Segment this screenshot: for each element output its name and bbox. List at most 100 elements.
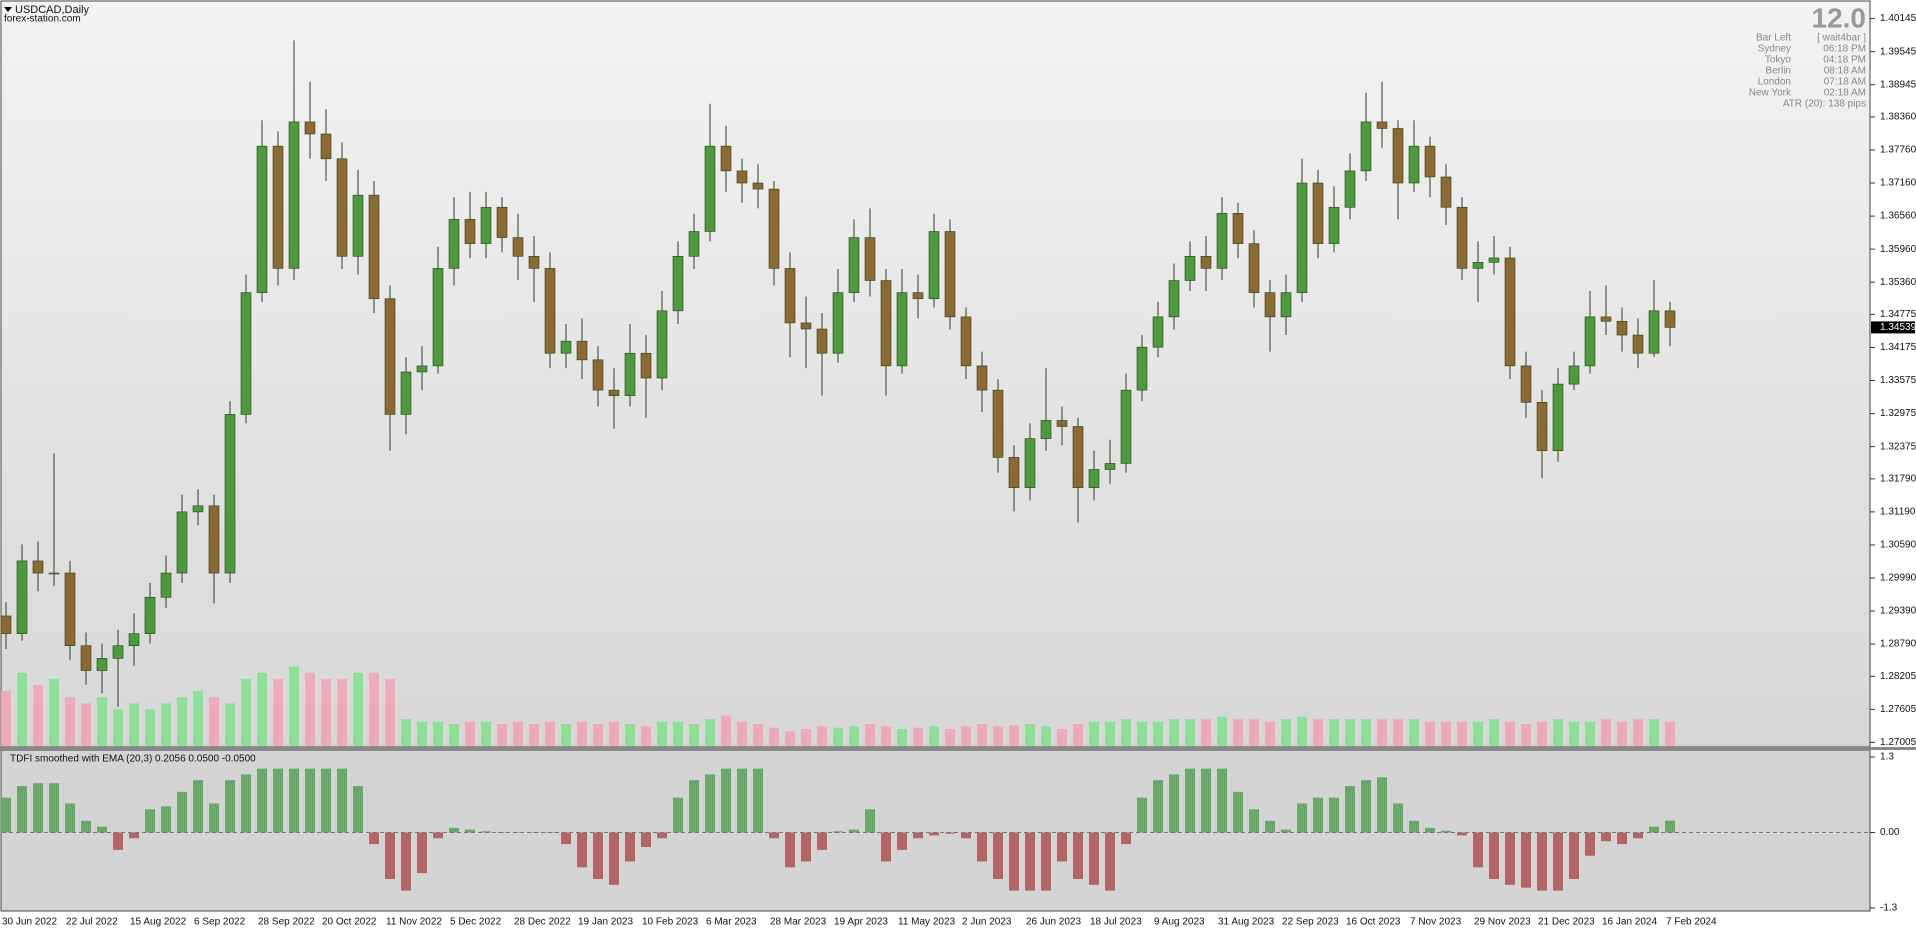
volume-bar <box>1217 716 1227 746</box>
volume-bar <box>33 685 43 746</box>
volume-bar <box>1329 719 1339 746</box>
volume-bar <box>1057 728 1067 746</box>
indicator-bar <box>1393 803 1403 833</box>
volume-bar <box>1393 719 1403 746</box>
volume-bar <box>1185 719 1195 746</box>
volume-bar <box>1585 721 1595 746</box>
y-tick-label: 1.30590 <box>1880 540 1916 551</box>
candle-body <box>896 292 908 367</box>
info-value: 02:18 AM <box>1824 88 1866 99</box>
candle-body <box>1552 383 1564 452</box>
volume-bar <box>977 724 987 746</box>
indicator-bar <box>673 797 683 833</box>
volume-bar <box>1041 726 1051 746</box>
indicator-bar <box>321 768 331 833</box>
indicator-bar <box>1281 829 1291 833</box>
indicator-bar <box>945 832 955 834</box>
candle-body <box>1120 389 1132 464</box>
x-tick-label: 15 Aug 2022 <box>130 917 187 928</box>
indicator-bar <box>353 786 363 833</box>
volume-bar <box>865 724 875 746</box>
candle-body <box>1312 182 1324 244</box>
volume-bar <box>1441 721 1451 746</box>
candle-body <box>992 389 1004 458</box>
x-tick-label: 6 Sep 2022 <box>194 917 246 928</box>
indicator-bar <box>257 768 267 833</box>
x-tick-label: 5 Dec 2022 <box>450 917 502 928</box>
info-panel: 12.0 Bar Left [ wait4bar ] Sydney 06:18 … <box>1749 2 1866 109</box>
volume-bar <box>833 727 843 746</box>
indicator-bar <box>705 774 715 833</box>
volume-bar <box>65 697 75 746</box>
candle-body <box>864 237 876 281</box>
volume-bar <box>497 724 507 746</box>
candle-body <box>1360 121 1372 172</box>
y-tick-label: 1.31190 <box>1880 507 1916 518</box>
y-tick-label: 1.32975 <box>1880 408 1916 419</box>
volume-bar <box>1601 719 1611 746</box>
indicator-bar <box>1601 832 1611 842</box>
indicator-bar <box>177 791 187 833</box>
volume-bar <box>689 724 699 746</box>
candle-body <box>1264 292 1276 318</box>
indicator-bar <box>1633 832 1643 839</box>
candle-body <box>208 505 220 574</box>
y-tick-label: 1.28790 <box>1880 639 1916 650</box>
volume-bar <box>785 731 795 746</box>
indicator-bar <box>1345 786 1355 833</box>
menu-arrow[interactable] <box>4 7 12 12</box>
info-label: Tokyo <box>1765 55 1792 66</box>
x-tick-label: 21 Dec 2023 <box>1538 917 1595 928</box>
volume-bar <box>1201 719 1211 746</box>
candle-body <box>128 633 140 647</box>
indicator-bar <box>1217 768 1227 833</box>
candle-body <box>576 340 588 361</box>
price-panel <box>0 0 1871 748</box>
candle-body <box>960 316 972 367</box>
candle-body <box>240 292 252 415</box>
volume-bar <box>1121 719 1131 746</box>
candle-body <box>1520 365 1532 403</box>
volume-bar <box>49 678 59 746</box>
candle-body <box>224 414 236 574</box>
volume-bar <box>273 678 283 746</box>
indicator-bar <box>1297 803 1307 833</box>
volume-bar <box>1105 721 1115 746</box>
candle-body <box>752 182 764 190</box>
indicator-bar <box>417 832 427 874</box>
volume-bar <box>465 721 475 746</box>
indicator-bar <box>1265 820 1275 833</box>
volume-bar <box>513 721 523 746</box>
y-tick-label: 1.37760 <box>1880 145 1916 156</box>
x-tick-label: 29 Nov 2023 <box>1474 917 1531 928</box>
candle-body <box>640 352 652 379</box>
candle-body <box>1248 243 1260 293</box>
y-tick-label: 1.31790 <box>1880 473 1916 484</box>
candle-body <box>880 280 892 367</box>
candle-body <box>832 292 844 354</box>
candle-body <box>1328 206 1340 244</box>
indicator-bar <box>1617 832 1627 845</box>
x-tick-label: 28 Dec 2022 <box>514 917 571 928</box>
indicator-bar <box>1505 832 1515 885</box>
indicator-bar <box>881 832 891 862</box>
x-tick-label: 22 Sep 2023 <box>1282 917 1339 928</box>
volume-bar <box>129 703 139 746</box>
x-tick-label: 6 Mar 2023 <box>706 917 757 928</box>
volume-bar <box>849 726 859 746</box>
candle-body <box>528 255 540 269</box>
y-tick-label: 1.34775 <box>1880 309 1916 320</box>
y-tick-label: 0.00 <box>1880 827 1900 838</box>
candle-body <box>912 292 924 300</box>
indicator-bar <box>1537 832 1547 891</box>
volume-bar <box>401 719 411 746</box>
candle-body <box>144 596 156 634</box>
candle-body <box>1664 310 1676 328</box>
candle-body <box>1488 257 1500 263</box>
indicator-bar <box>241 774 251 833</box>
indicator-bar <box>1585 832 1595 856</box>
candle-body <box>1072 426 1084 488</box>
volume-bar <box>1265 721 1275 746</box>
indicator-bar <box>1409 820 1419 833</box>
